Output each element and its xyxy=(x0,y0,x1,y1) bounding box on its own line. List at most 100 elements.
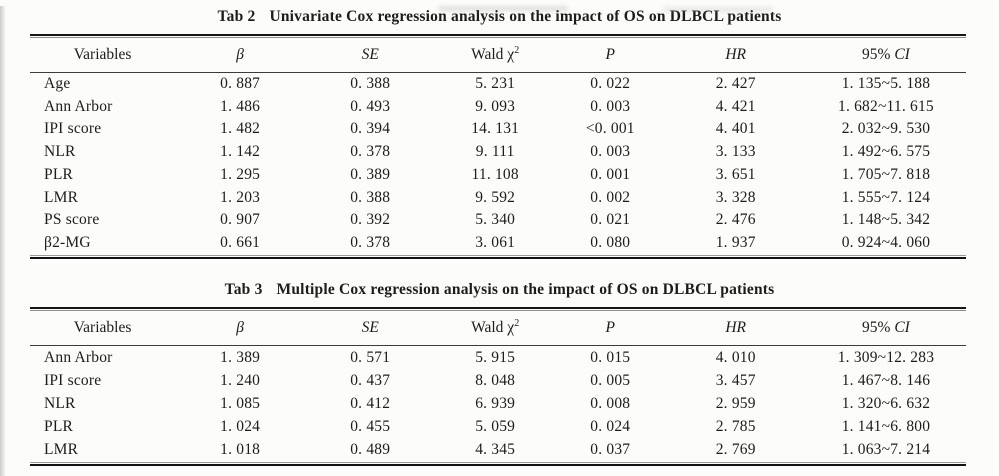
value-cell: 0. 378 xyxy=(350,143,391,161)
value-cell: 0. 493 xyxy=(350,97,391,115)
table-row: NLR 1. 085 0. 412 6. 939 0. 008 2. 959 1. 320~… xyxy=(30,392,966,415)
variable-cell: IPI score xyxy=(44,371,102,389)
variable-cell: LMR xyxy=(44,188,79,206)
variable-cell: PLR xyxy=(44,165,74,183)
value-cell: 1. 320~6. 632 xyxy=(841,395,931,413)
value-cell: 0. 412 xyxy=(350,395,391,413)
table-top-rule xyxy=(30,306,966,311)
value-cell: 3. 328 xyxy=(715,188,756,206)
value-cell: 0. 388 xyxy=(350,75,391,92)
table-row: LMR 1. 018 0. 489 4. 345 0. 037 2. 769 1. 063~… xyxy=(30,438,966,461)
ci-label: CI xyxy=(894,318,910,336)
variable-cell: Ann Arbor xyxy=(44,348,113,366)
value-cell: 4. 010 xyxy=(715,348,756,366)
variable-cell: IPI score xyxy=(44,120,102,138)
variable-cell: NLR xyxy=(44,395,76,413)
value-cell: 1. 148~5. 342 xyxy=(841,211,931,229)
variable-cell: Ann Arbor xyxy=(44,97,113,115)
value-cell: 5. 340 xyxy=(475,211,516,229)
scan-artifact xyxy=(663,7,773,12)
variable-cell: Age xyxy=(44,75,71,92)
header-se: SE xyxy=(305,38,436,73)
table-bottom-rule xyxy=(30,461,966,466)
wald-label: Wald χ xyxy=(471,46,515,63)
value-cell: 0. 003 xyxy=(590,97,631,115)
value-cell: 0. 661 xyxy=(220,233,261,251)
value-cell: 2. 769 xyxy=(715,441,756,459)
value-cell: 0. 392 xyxy=(350,211,391,229)
value-cell: 6. 939 xyxy=(475,395,516,413)
table-top-rule xyxy=(30,34,966,38)
variable-cell: LMR xyxy=(44,441,79,459)
value-cell: 0. 005 xyxy=(590,371,631,389)
header-p: P xyxy=(555,38,666,73)
value-cell: 1. 024 xyxy=(220,418,261,436)
value-cell: 1. 467~8. 146 xyxy=(841,371,931,389)
table-row: β2-MG 0. 661 0. 378 3. 061 0. 080 1. 937 0. 92… xyxy=(30,232,966,255)
value-cell: 1. 240 xyxy=(220,371,261,389)
value-cell: 0. 024 xyxy=(590,418,631,436)
tab2-caption-text: Univariate Cox regression analysis on th… xyxy=(269,8,782,25)
table-row: NLR 1. 142 0. 378 9. 111 0. 003 3. 133 1. 492~… xyxy=(30,141,966,164)
tab3-body: Ann Arbor 1. 389 0. 571 5. 915 0. 015 4. 010 1… xyxy=(30,345,966,462)
table-bottom-rule xyxy=(30,254,966,259)
multiple-cox-table: Variables β SE Wald χ2 P HR 95% CI Ann A… xyxy=(30,306,966,466)
value-cell: 0. 037 xyxy=(590,441,631,459)
value-cell: 3. 061 xyxy=(475,233,516,251)
value-cell: 1. 203 xyxy=(220,188,261,206)
table-row: PS score 0. 907 0. 392 5. 340 0. 021 2. 476 1.… xyxy=(30,209,966,232)
header-variables: Variables xyxy=(30,38,176,73)
value-cell: 0. 394 xyxy=(350,120,391,138)
scan-edge-shadow xyxy=(0,6,6,476)
univariate-cox-table: Variables β SE Wald χ2 P HR 95% CI Age 0.… xyxy=(30,34,966,259)
value-cell: 1. 141~6. 800 xyxy=(841,418,931,436)
header-95ci: 95% CI xyxy=(805,310,966,346)
value-cell: 4. 345 xyxy=(475,441,516,459)
header-beta: β xyxy=(175,38,306,73)
value-cell: 0. 021 xyxy=(590,211,631,229)
ci-label: CI xyxy=(894,46,910,63)
value-cell: 5. 231 xyxy=(475,75,516,92)
wald-superscript: 2 xyxy=(514,44,520,56)
tab2-caption: Tab 2 Univariate Cox regression analysis … xyxy=(0,6,999,28)
header-variables: Variables xyxy=(30,310,176,346)
value-cell: 1. 142 xyxy=(220,143,261,161)
variable-cell: PLR xyxy=(44,418,74,436)
value-cell: 0. 003 xyxy=(590,143,631,161)
value-cell: 3. 457 xyxy=(715,371,756,389)
value-cell: 2. 032~9. 530 xyxy=(841,120,931,138)
header-row: Variables β SE Wald χ2 P HR 95% CI xyxy=(30,310,966,346)
value-cell: 1. 063~7. 214 xyxy=(841,441,931,459)
table-row: IPI score 1. 240 0. 437 8. 048 0. 005 3. 457 1… xyxy=(30,369,966,392)
table-row: IPI score 1. 482 0. 394 14. 131 <0. 001 4. 40… xyxy=(30,118,966,141)
value-cell: 2. 959 xyxy=(715,395,756,413)
header-row: Variables β SE Wald χ2 P HR 95% CI xyxy=(30,38,966,73)
value-cell: 1. 295 xyxy=(220,165,261,183)
value-cell: 1. 555~7. 124 xyxy=(841,188,931,206)
value-cell: 1. 482 xyxy=(220,120,261,138)
value-cell: 0. 008 xyxy=(590,395,631,413)
value-cell: 2. 785 xyxy=(715,418,756,436)
value-cell: 9. 093 xyxy=(475,97,516,115)
value-cell: 1. 018 xyxy=(220,441,261,459)
value-cell: 0. 907 xyxy=(220,211,261,229)
value-cell: 9. 111 xyxy=(475,143,515,161)
value-cell: 5. 059 xyxy=(475,418,516,436)
tab3-caption: Tab 3 Multiple Cox regression analysis on… xyxy=(0,279,999,301)
value-cell: 0. 571 xyxy=(350,348,391,366)
value-cell: 2. 427 xyxy=(715,75,756,92)
value-cell: 1. 937 xyxy=(715,233,756,251)
header-se: SE xyxy=(305,310,436,346)
value-cell: 1. 389 xyxy=(220,348,261,366)
table-row: PLR 1. 295 0. 389 11. 108 0. 001 3. 651 1. 705… xyxy=(30,164,966,187)
tab2-body: Age 0. 887 0. 388 5. 231 0. 022 2. 427 1. 135~… xyxy=(30,73,966,255)
value-cell: 0. 001 xyxy=(590,165,631,183)
header-95ci: 95% CI xyxy=(805,38,966,73)
wald-label: Wald χ xyxy=(471,318,515,336)
value-cell: 0. 015 xyxy=(590,348,631,366)
value-cell: 1. 135~5. 188 xyxy=(841,75,931,92)
value-cell: 9. 592 xyxy=(475,188,516,206)
value-cell: 1. 085 xyxy=(220,395,261,413)
table-row: PLR 1. 024 0. 455 5. 059 0. 024 2. 785 1. 141~… xyxy=(30,415,966,438)
variable-cell: NLR xyxy=(44,143,76,161)
